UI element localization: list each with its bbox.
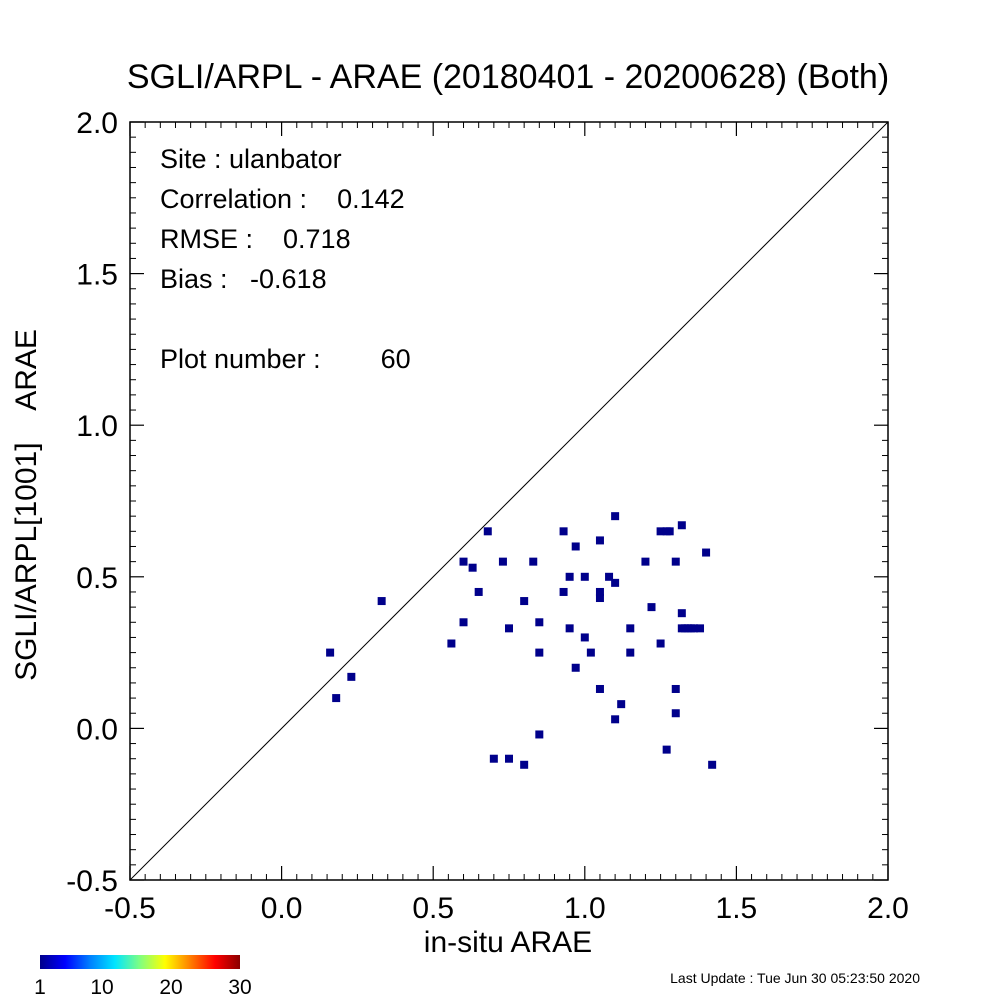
data-point bbox=[489, 754, 498, 763]
minor-ticks bbox=[130, 122, 888, 880]
data-point bbox=[559, 527, 568, 536]
data-point bbox=[347, 672, 356, 681]
colorbar-tick-label: 30 bbox=[228, 976, 251, 999]
data-point bbox=[689, 624, 698, 633]
colorbar-ticks: 1 10 20 30 bbox=[34, 976, 252, 999]
colorbar-gradient bbox=[40, 955, 240, 969]
plot-area: -0.5 0.0 0.5 1.0 1.5 2.0 -0.5 0.0 0.5 1.0 1.5 2.0 bbox=[66, 107, 909, 925]
data-point bbox=[535, 618, 544, 627]
y-tick-labels: -0.5 0.0 0.5 1.0 1.5 2.0 bbox=[66, 107, 118, 898]
data-point bbox=[626, 624, 635, 633]
data-point bbox=[535, 648, 544, 657]
data-point bbox=[677, 521, 686, 530]
data-point bbox=[586, 648, 595, 657]
data-point bbox=[611, 512, 620, 521]
data-points bbox=[326, 512, 717, 769]
y-tick-label: 0.5 bbox=[76, 562, 118, 595]
data-point bbox=[702, 548, 711, 557]
data-point bbox=[571, 542, 580, 551]
colorbar: 1 10 20 30 bbox=[34, 955, 252, 999]
data-point bbox=[332, 694, 341, 703]
data-point bbox=[571, 663, 580, 672]
data-point bbox=[580, 633, 589, 642]
data-point bbox=[665, 527, 674, 536]
data-point bbox=[656, 527, 665, 536]
y-axis-label: SGLI/ARPL[1001] ARAE bbox=[10, 329, 43, 681]
stat-bias: Bias : -0.618 bbox=[160, 264, 327, 294]
y-tick-label: 0.0 bbox=[76, 713, 118, 746]
data-point bbox=[474, 587, 483, 596]
data-point bbox=[459, 618, 468, 627]
data-point bbox=[580, 572, 589, 581]
data-point bbox=[529, 557, 538, 566]
data-point bbox=[671, 684, 680, 693]
data-point bbox=[662, 745, 671, 754]
data-point bbox=[505, 754, 513, 763]
data-point bbox=[708, 760, 717, 769]
data-point bbox=[565, 572, 574, 581]
data-point bbox=[447, 639, 456, 648]
data-point bbox=[647, 603, 656, 612]
data-point bbox=[483, 527, 492, 536]
data-point bbox=[565, 624, 574, 633]
data-point bbox=[520, 597, 529, 606]
colorbar-tick-label: 1 bbox=[34, 976, 46, 999]
x-tick-label: 0.0 bbox=[261, 892, 303, 925]
data-point bbox=[595, 587, 604, 596]
data-point bbox=[595, 536, 604, 545]
x-tick-label: 0.5 bbox=[412, 892, 454, 925]
data-point bbox=[595, 594, 604, 603]
data-point bbox=[326, 648, 335, 657]
data-point bbox=[671, 557, 680, 566]
stat-correlation: Correlation : 0.142 bbox=[160, 184, 405, 214]
y-tick-label: 1.5 bbox=[76, 259, 118, 292]
last-update: Last Update : Tue Jun 30 05:23:50 2020 bbox=[670, 970, 920, 986]
data-point bbox=[377, 597, 386, 606]
y-tick-label: 2.0 bbox=[76, 107, 118, 140]
data-point bbox=[696, 624, 705, 633]
data-point bbox=[535, 730, 544, 739]
x-tick-label: 2.0 bbox=[867, 892, 909, 925]
y-tick-label: 1.0 bbox=[76, 410, 118, 443]
data-point bbox=[671, 709, 680, 718]
stat-rmse: RMSE : 0.718 bbox=[160, 224, 351, 254]
x-tick-labels: -0.5 0.0 0.5 1.0 1.5 2.0 bbox=[104, 892, 909, 925]
data-point bbox=[626, 648, 635, 657]
data-point bbox=[498, 557, 507, 566]
stat-plot-number: Plot number : 60 bbox=[160, 344, 411, 374]
colorbar-tick-label: 20 bbox=[159, 976, 182, 999]
data-point bbox=[559, 587, 568, 596]
colorbar-tick-label: 10 bbox=[90, 976, 113, 999]
data-point bbox=[641, 557, 650, 566]
x-tick-label: -0.5 bbox=[104, 892, 156, 925]
data-point bbox=[459, 557, 468, 566]
data-point bbox=[520, 760, 529, 769]
data-point bbox=[605, 572, 614, 581]
chart-title: SGLI/ARPL - ARAE (20180401 - 20200628) (… bbox=[127, 58, 889, 96]
data-point bbox=[468, 563, 477, 572]
y-tick-label: -0.5 bbox=[66, 865, 118, 898]
data-point bbox=[677, 609, 686, 618]
major-ticks bbox=[129, 121, 889, 881]
stat-site: Site : ulanbator bbox=[160, 144, 342, 174]
stats-box: Site : ulanbator Correlation : 0.142 RMS… bbox=[160, 144, 411, 374]
x-tick-label: 1.5 bbox=[716, 892, 758, 925]
data-point bbox=[611, 578, 620, 587]
data-point bbox=[656, 639, 665, 648]
x-axis-label: in-situ ARAE bbox=[424, 926, 592, 959]
one-to-one-line bbox=[129, 121, 889, 881]
data-point bbox=[683, 624, 692, 633]
data-point bbox=[617, 700, 626, 709]
data-point bbox=[595, 684, 604, 693]
data-point bbox=[505, 624, 513, 633]
x-tick-label: 1.0 bbox=[564, 892, 606, 925]
data-point bbox=[611, 715, 620, 724]
